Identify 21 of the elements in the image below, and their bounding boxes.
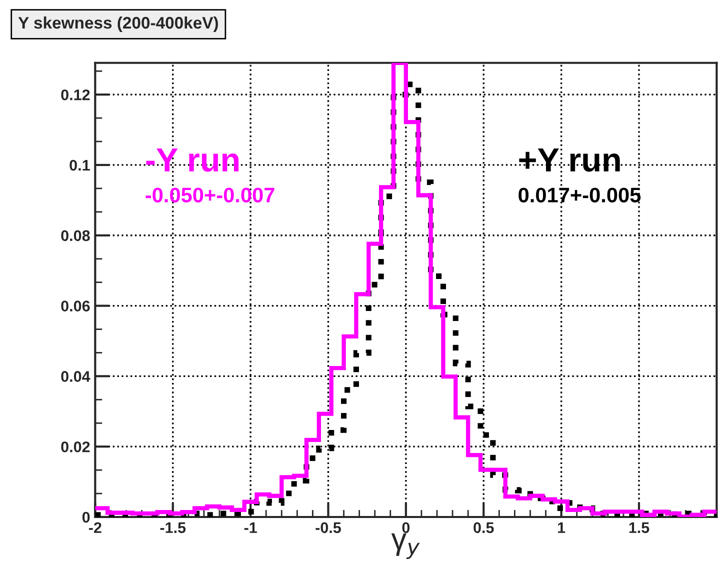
x-tick-label: 0.5 [474,522,494,534]
y-tick-label: 0.1 [70,160,90,171]
x-tick-label: -1 [244,522,257,533]
text: +Y run [519,148,620,172]
x-tick-label: 1.5 [629,522,650,534]
y-tick-label: 0.02 [61,441,90,452]
x-tick-label: -2 [88,522,102,533]
chart-title: Y skewness (200-400keV) [18,16,218,32]
y-tick-label: 0.12 [61,89,90,100]
y-tick-label: 0.04 [61,371,90,382]
y-tick-label: 0 [82,512,90,523]
x-tick-label: -1.5 [160,522,186,534]
annotation: -0.050+-0.007 [146,188,274,202]
x-tick-label: -0.5 [316,522,341,534]
annotation: 0.017+-0.005 [518,188,641,202]
x-tick-label: 1 [558,522,566,533]
text: -Y run [146,148,239,172]
x-tick-label: 0 [402,522,410,534]
y-tick-label: 0.08 [61,230,90,242]
y-tick-label: 0.06 [61,300,90,312]
x-axis-title: γ$_{y}$ [391,533,420,559]
